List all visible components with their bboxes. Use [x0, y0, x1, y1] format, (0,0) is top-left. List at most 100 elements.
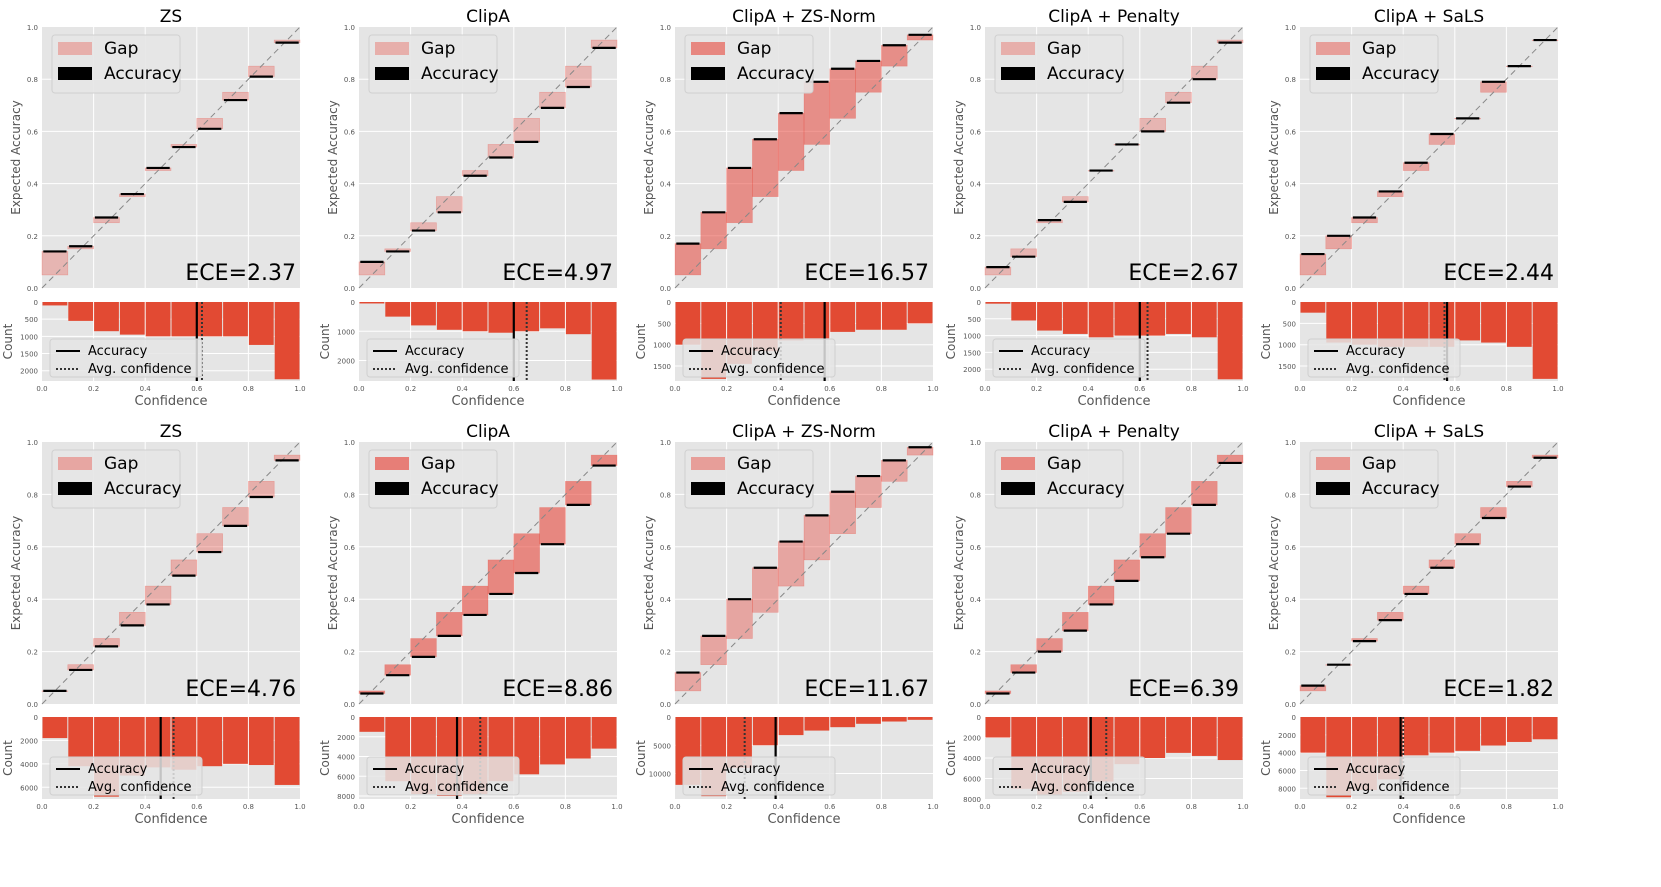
count-tick-label: 4000: [337, 754, 355, 762]
count-bar: [1455, 717, 1481, 751]
legend-label-avg-confidence: Avg. confidence: [1346, 362, 1450, 377]
legend-top: Gap Accuracy: [684, 34, 815, 94]
x-tick-label: 0.4: [1398, 803, 1410, 811]
y-tick-label: 1.0: [27, 24, 38, 32]
x-tick-label: 0.4: [457, 803, 469, 811]
y-axis-label: Expected Accuracy: [1267, 516, 1281, 631]
y-tick-label: 0.6: [1285, 544, 1297, 552]
gap-bar: [436, 611, 463, 637]
y-tick-label: 1.0: [660, 439, 671, 447]
count-bar: [985, 302, 1011, 304]
gap-bar: [487, 559, 515, 595]
legend-label-accuracy: Accuracy: [405, 344, 465, 359]
legend-box: [366, 756, 520, 796]
count-tick-label: 0: [1292, 299, 1296, 307]
legend-bottom: Accuracy Avg. confidence: [366, 338, 520, 378]
y-tick-label: 0.2: [970, 233, 981, 241]
y-tick-label: 0.2: [970, 649, 981, 657]
legend-box: [1307, 338, 1461, 378]
x-tick-label: 0.0: [1294, 803, 1305, 811]
count-bar: [1403, 717, 1429, 756]
y-tick-label: 0.6: [970, 128, 982, 136]
y-tick-label: 0.2: [27, 649, 38, 657]
ece-label: ECE=2.37: [185, 261, 296, 286]
x-tick-label: 1.0: [1552, 803, 1563, 811]
count-tick-label: 8000: [337, 793, 355, 801]
legend-box: [992, 338, 1146, 378]
x-tick-label: 0.4: [457, 385, 469, 393]
x-axis-label: Confidence: [1077, 394, 1150, 409]
subplot-title: ClipA + Penalty: [1048, 422, 1180, 442]
count-bar: [385, 302, 411, 317]
x-tick-label: 1.0: [1552, 385, 1563, 393]
x-tick-label: 0.8: [1501, 385, 1512, 393]
y-tick-label: 0.4: [27, 181, 39, 189]
count-bar: [881, 302, 907, 330]
legend-swatch-accuracy: [1001, 482, 1035, 495]
legend-label-gap: Gap: [421, 454, 455, 474]
legend-bottom: Accuracy Avg. confidence: [682, 756, 836, 796]
x-tick-label: 0.2: [1346, 803, 1357, 811]
x-axis-label: Confidence: [451, 812, 524, 827]
subplot-10: ClipA + SaLS 0.0 0.2 0.4 0.6 0.8 1.0 Expected A…: [1259, 422, 1564, 827]
ece-label: ECE=4.76: [185, 677, 296, 702]
legend-label-accuracy: Accuracy: [88, 762, 148, 777]
count-tick-label: 2000: [1278, 732, 1296, 740]
y-tick-label: 0.6: [27, 128, 39, 136]
count-tick-label: 2000: [337, 358, 355, 366]
legend-top: Gap Accuracy: [684, 449, 815, 509]
gap-bar: [1454, 533, 1481, 545]
legend-label-gap: Gap: [421, 39, 455, 59]
y-axis-label: Expected Accuracy: [952, 100, 966, 215]
legend-label-accuracy: Accuracy: [88, 344, 148, 359]
legend-label-accuracy: Accuracy: [421, 64, 499, 84]
count-bar: [248, 717, 274, 766]
count-tick-label: 4000: [963, 755, 981, 763]
legend-label-accuracy: Accuracy: [1346, 762, 1406, 777]
gap-bar: [700, 635, 727, 666]
count-tick-label: 4000: [1278, 750, 1296, 758]
count-tick-label: 2000: [20, 368, 38, 376]
y-axis-label: Expected Accuracy: [9, 100, 23, 215]
legend-bottom: Accuracy Avg. confidence: [49, 756, 203, 796]
count-bar: [778, 302, 804, 341]
legend-label-gap: Gap: [1362, 39, 1396, 59]
gap-bar: [590, 39, 618, 49]
legend-label-gap: Gap: [737, 39, 771, 59]
gap-bar: [410, 638, 437, 658]
count-bar: [1140, 717, 1166, 758]
count-tick-label: 8000: [1278, 785, 1296, 793]
count-bar: [1429, 717, 1455, 753]
y-tick-label: 0.4: [344, 181, 356, 189]
x-tick-label: 0.2: [88, 803, 99, 811]
x-axis-label: Confidence: [767, 812, 840, 827]
y-axis-label: Expected Accuracy: [1267, 100, 1281, 215]
subplot-2: ClipA 0.0 0.2 0.4 0.6 0.8 1.0 Expected Accuracy…: [318, 7, 623, 409]
x-tick-label: 0.8: [243, 803, 254, 811]
gap-bar: [1191, 480, 1218, 506]
subplot-7: ClipA 0.0 0.2 0.4 0.6 0.8 1.0 Expected Accuracy…: [318, 422, 623, 827]
count-bar: [462, 302, 488, 332]
x-tick-label: 0.0: [669, 803, 680, 811]
x-tick-label: 0.4: [773, 803, 785, 811]
count-tick-label: 1500: [963, 349, 981, 357]
x-tick-label: 0.8: [560, 385, 571, 393]
gap-bar: [777, 541, 805, 587]
subplot-title: ZS: [160, 422, 182, 442]
count-bar: [436, 302, 462, 330]
x-tick-label: 1.0: [611, 803, 622, 811]
legend-label-accuracy: Accuracy: [421, 479, 499, 499]
count-tick-label: 1000: [20, 333, 38, 341]
legend-label-accuracy: Accuracy: [104, 64, 182, 84]
count-tick-label: 1000: [1278, 342, 1296, 350]
legend-swatch-accuracy: [691, 67, 725, 80]
legend-box: [49, 338, 203, 378]
count-bar: [68, 302, 94, 321]
count-tick-label: 8000: [963, 796, 981, 804]
legend-box: [49, 756, 203, 796]
count-tick-label: 500: [25, 316, 38, 324]
y-tick-label: 0.4: [660, 181, 672, 189]
legend-swatch-accuracy: [58, 67, 92, 80]
count-bar: [171, 302, 197, 337]
gap-bar: [513, 118, 540, 143]
